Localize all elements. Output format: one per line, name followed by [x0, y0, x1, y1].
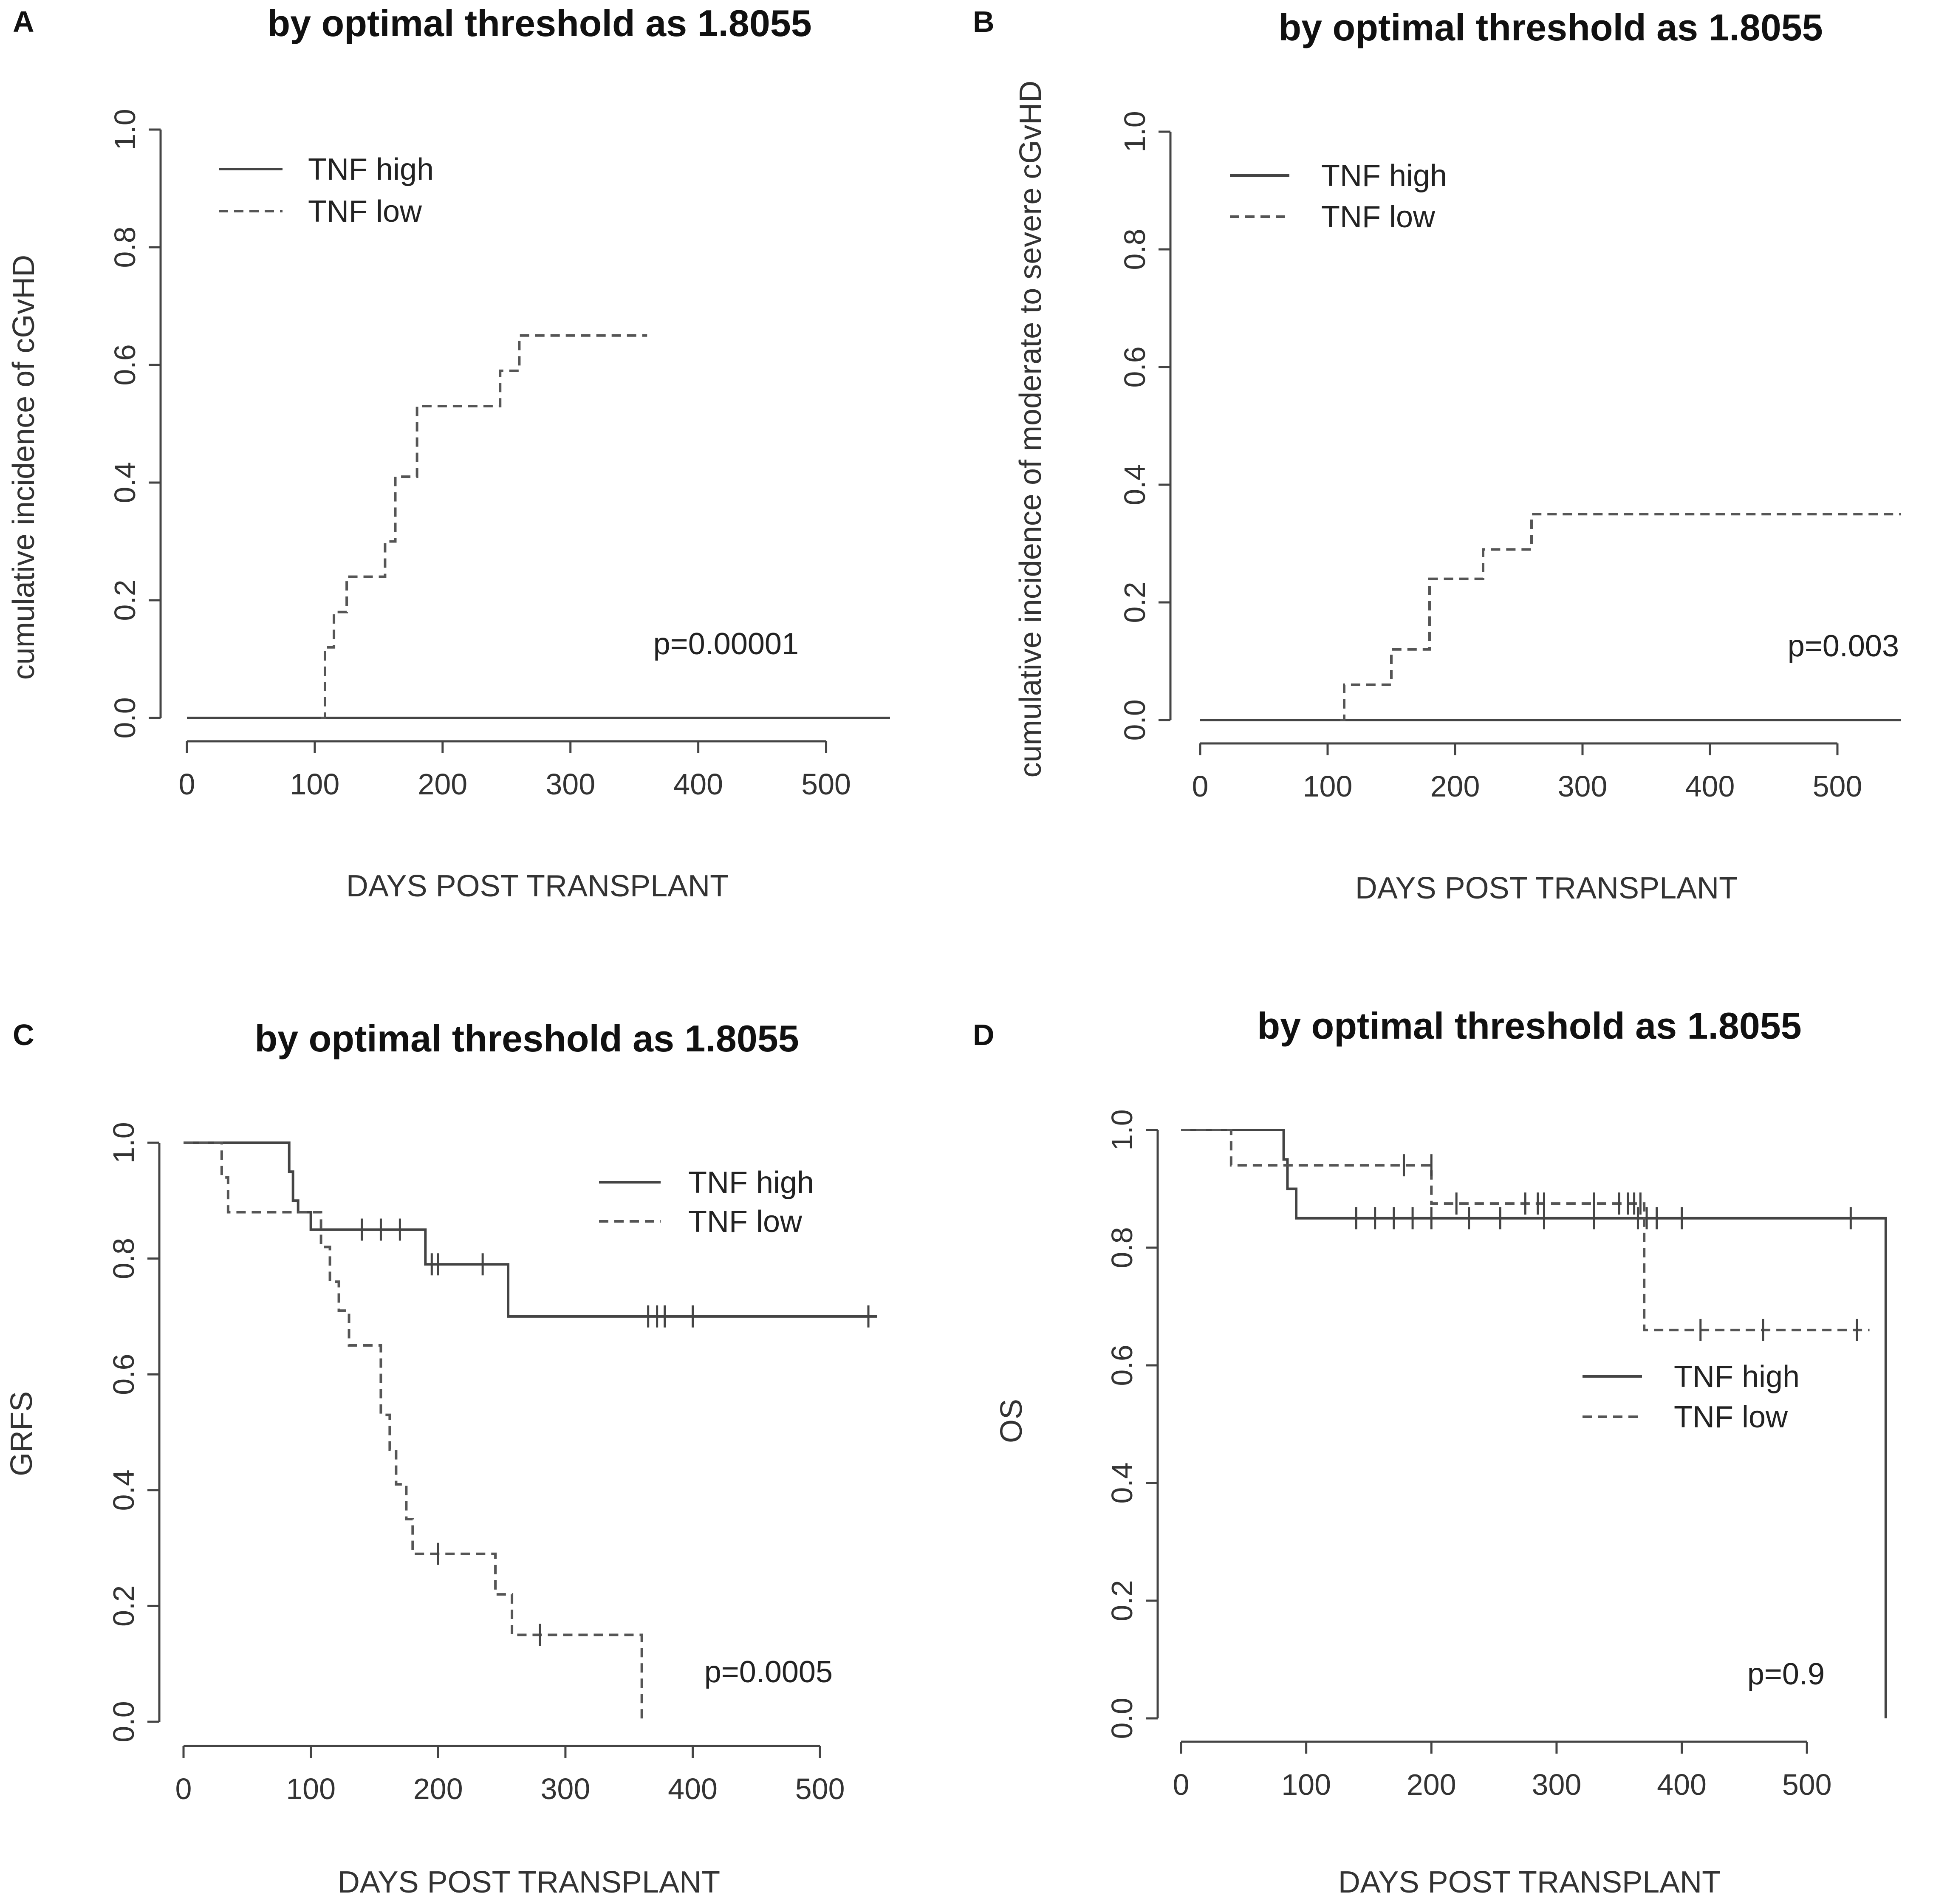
- p-value: p=0.9: [1747, 1657, 1825, 1691]
- legend-label-high: TNF high: [1674, 1360, 1800, 1394]
- x-tick-label: 500: [795, 1772, 845, 1805]
- x-tick-label: 500: [1782, 1768, 1832, 1801]
- y-axis-label: GRFS: [5, 1391, 39, 1476]
- legend: TNF high TNF low: [1230, 159, 1447, 234]
- series-line-tnf-low: [321, 334, 647, 719]
- y-tick-label: 0.6: [108, 344, 141, 385]
- y-tick-label: 0.8: [107, 1238, 140, 1279]
- panel-d: D by optimal threshold as 1.8055 OS DAYS…: [973, 1005, 1887, 1899]
- x-tick-label: 200: [413, 1772, 463, 1805]
- y-axis-label: cumulative incidence of cGvHD: [7, 255, 41, 680]
- x-tick-label: 400: [668, 1772, 718, 1805]
- x-tick-label: 200: [418, 768, 467, 801]
- y-tick-label: 0.4: [1118, 464, 1151, 505]
- x-tick-label: 400: [1685, 770, 1735, 803]
- p-value: p=0.003: [1788, 629, 1899, 663]
- x-tick-label: 100: [1303, 770, 1353, 803]
- legend: TNF high TNF low: [599, 1166, 814, 1239]
- chart-title: by optimal threshold as 1.8055: [1278, 6, 1823, 48]
- chart-title: by optimal threshold as 1.8055: [267, 2, 811, 44]
- legend: TNF high TNF low: [219, 153, 434, 229]
- y-tick-label: 0.0: [1105, 1698, 1139, 1739]
- legend: TNF high TNF low: [1583, 1360, 1800, 1434]
- x-tick-label: 300: [1558, 770, 1608, 803]
- y-tick-label: 0.0: [107, 1701, 140, 1742]
- chart-title: by optimal threshold as 1.8055: [254, 1017, 799, 1059]
- x-tick-label: 0: [179, 768, 195, 801]
- x-axis-label: DAYS POST TRANSPLANT: [346, 869, 729, 903]
- series-line-tnf-low: [1340, 513, 1901, 721]
- panel-letter: B: [973, 5, 995, 38]
- panel-letter: A: [13, 5, 34, 38]
- p-value: p=0.00001: [653, 627, 799, 661]
- y-tick-label: 1.0: [107, 1122, 140, 1163]
- y-tick-label: 0.6: [1118, 346, 1151, 387]
- legend-label-high: TNF high: [688, 1166, 814, 1200]
- y-tick-label: 0.8: [108, 226, 141, 268]
- y-tick-label: 0.2: [1118, 582, 1151, 623]
- y-tick-label: 0.8: [1118, 229, 1151, 270]
- x-tick-label: 200: [1407, 1768, 1456, 1801]
- y-tick-label: 0.2: [1105, 1580, 1139, 1621]
- x-tick-label: 100: [290, 768, 340, 801]
- chart-title: by optimal threshold as 1.8055: [1257, 1005, 1801, 1047]
- panel-b: B by optimal threshold as 1.8055 cumulat…: [973, 5, 1901, 905]
- x-tick-label: 100: [286, 1772, 336, 1805]
- x-tick-label: 200: [1430, 770, 1480, 803]
- y-tick-label: 0.8: [1105, 1227, 1139, 1268]
- y-tick-label: 0.6: [107, 1354, 140, 1395]
- y-tick-label: 0.0: [1118, 699, 1151, 740]
- y-tick-label: 0.2: [107, 1585, 140, 1627]
- legend-label-low: TNF low: [1321, 200, 1436, 234]
- y-axis-label: cumulative incidence of moderate to seve…: [1014, 81, 1048, 778]
- x-tick-label: 100: [1281, 1768, 1331, 1801]
- legend-label-low: TNF low: [308, 195, 422, 229]
- panel-letter: C: [13, 1018, 34, 1051]
- y-tick-label: 0.4: [108, 462, 141, 503]
- x-tick-label: 0: [1173, 1768, 1190, 1801]
- panel-letter: D: [973, 1018, 995, 1051]
- legend-label-high: TNF high: [308, 153, 434, 186]
- x-tick-label: 500: [1813, 770, 1862, 803]
- legend-label-low: TNF low: [688, 1205, 803, 1239]
- x-axis-label: DAYS POST TRANSPLANT: [1338, 1865, 1721, 1899]
- y-tick-label: 1.0: [108, 109, 141, 150]
- y-tick-label: 0.0: [108, 697, 141, 738]
- y-tick-label: 0.4: [1105, 1462, 1139, 1503]
- legend-label-high: TNF high: [1321, 159, 1447, 193]
- y-tick-label: 1.0: [1118, 111, 1151, 152]
- y-tick-label: 1.0: [1105, 1109, 1139, 1150]
- y-axis-label: OS: [995, 1399, 1029, 1443]
- x-tick-label: 400: [673, 768, 723, 801]
- x-axis-label: DAYS POST TRANSPLANT: [1355, 871, 1738, 905]
- legend-label-low: TNF low: [1674, 1400, 1788, 1434]
- x-tick-label: 0: [1192, 770, 1209, 803]
- x-tick-label: 400: [1657, 1768, 1707, 1801]
- p-value: p=0.0005: [704, 1655, 833, 1689]
- series-line-tnf-high: [1181, 1129, 1887, 1718]
- x-tick-label: 300: [545, 768, 595, 801]
- x-tick-label: 300: [541, 1772, 591, 1805]
- panel-a: A by optimal threshold as 1.8055 cumulat…: [7, 2, 890, 903]
- x-tick-label: 500: [801, 768, 851, 801]
- x-tick-label: 300: [1532, 1768, 1582, 1801]
- y-tick-label: 0.2: [108, 579, 141, 621]
- panel-c: C by optimal threshold as 1.8055 GRFS DA…: [5, 1017, 878, 1899]
- x-axis-label: DAYS POST TRANSPLANT: [338, 1865, 720, 1899]
- y-tick-label: 0.4: [107, 1469, 140, 1511]
- x-tick-label: 0: [175, 1772, 192, 1805]
- y-tick-label: 0.6: [1105, 1345, 1139, 1386]
- series-line-tnf-low: [184, 1141, 643, 1722]
